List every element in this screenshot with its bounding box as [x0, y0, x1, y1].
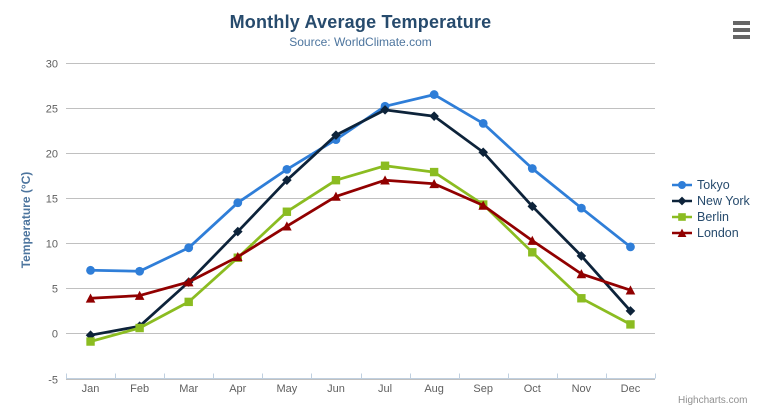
- point-london-Apr: [232, 252, 243, 262]
- legend-label: Tokyo: [697, 178, 730, 192]
- x-axis-labels: Jan Feb Mar Apr May Jun Jul Aug Sep Oct Nov Dec: [82, 383, 641, 395]
- legend-label: Berlin: [697, 210, 729, 224]
- point-new-york-Jul: [380, 105, 390, 115]
- svg-text:Oct: Oct: [524, 383, 541, 395]
- point-london-Dec: [625, 285, 636, 295]
- point-berlin-Mar: [184, 297, 193, 307]
- point-berlin-Oct: [528, 248, 537, 257]
- series-london[interactable]: [85, 175, 636, 303]
- point-berlin-Aug: [429, 167, 439, 177]
- chart-title: Monthly Average Temperature: [229, 12, 492, 32]
- series-tokyo[interactable]: [86, 90, 635, 276]
- svg-text:Jan: Jan: [82, 383, 100, 395]
- berlin-legend-marker-icon: [672, 213, 692, 221]
- new-york-legend-marker-icon: [672, 196, 692, 206]
- point-tokyo-Jan: [86, 265, 95, 275]
- svg-text:Dec: Dec: [621, 383, 641, 395]
- svg-text:0: 0: [52, 329, 58, 341]
- svg-text:Aug: Aug: [424, 383, 444, 395]
- point-london-May: [282, 221, 292, 231]
- svg-text:Nov: Nov: [572, 383, 592, 395]
- point-tokyo-May: [282, 164, 292, 174]
- legend: Tokyo New York Berlin London: [671, 177, 750, 241]
- point-london-Jan: [85, 293, 96, 303]
- svg-text:Jun: Jun: [327, 383, 345, 395]
- point-berlin-Jun: [331, 175, 341, 185]
- point-berlin-Dec: [626, 320, 635, 329]
- svg-text:30: 30: [46, 59, 58, 71]
- legend-item-tokyo[interactable]: Tokyo: [671, 177, 750, 193]
- point-berlin-Feb: [135, 323, 144, 333]
- legend-item-new-york[interactable]: New York: [671, 193, 750, 209]
- svg-text:Jul: Jul: [378, 383, 392, 395]
- hamburger-icon: [733, 21, 750, 25]
- point-london-Jul: [380, 175, 390, 185]
- point-new-york-May: [282, 175, 292, 185]
- legend-item-london[interactable]: London: [671, 225, 750, 241]
- chart-subtitle: Source: WorldClimate.com: [289, 35, 432, 49]
- point-new-york-Jun: [331, 130, 341, 140]
- svg-text:10: 10: [46, 239, 58, 251]
- svg-text:5: 5: [52, 284, 58, 296]
- point-london-Feb: [134, 290, 145, 300]
- y-axis-title: Temperature (°C): [19, 171, 33, 269]
- point-tokyo-Nov: [576, 203, 586, 213]
- hamburger-icon: [733, 35, 750, 39]
- svg-text:May: May: [276, 383, 297, 395]
- london-legend-marker-icon: [672, 228, 692, 237]
- point-tokyo-Mar: [184, 243, 194, 253]
- point-london-Aug: [429, 178, 439, 189]
- point-new-york-Aug: [429, 111, 439, 121]
- point-tokyo-Sep: [478, 118, 488, 128]
- point-new-york-Jan: [85, 330, 96, 341]
- svg-text:Apr: Apr: [229, 383, 246, 395]
- point-berlin-Jul: [380, 161, 390, 170]
- point-berlin-May: [282, 207, 292, 216]
- point-berlin-Jan: [86, 337, 95, 346]
- svg-text:Feb: Feb: [130, 383, 149, 395]
- point-new-york-Sep: [478, 147, 489, 158]
- hamburger-icon: [733, 28, 750, 32]
- series-berlin[interactable]: [86, 161, 635, 346]
- point-london-Oct: [527, 235, 538, 245]
- svg-text:25: 25: [46, 104, 58, 116]
- svg-text:Mar: Mar: [179, 383, 198, 395]
- point-london-Nov: [576, 269, 587, 279]
- y-axis-labels: -5 0 5 10 15 20 25 30: [46, 59, 58, 387]
- export-menu-button[interactable]: [731, 18, 752, 42]
- svg-text:Sep: Sep: [473, 383, 493, 395]
- x-axis: [66, 373, 656, 379]
- point-tokyo-Dec: [626, 242, 635, 252]
- svg-text:15: 15: [46, 194, 58, 206]
- legend-label: New York: [697, 194, 750, 208]
- point-london-Mar: [183, 277, 194, 287]
- point-new-york-Apr: [232, 226, 243, 237]
- svg-text:-5: -5: [48, 375, 58, 387]
- point-tokyo-Aug: [429, 90, 439, 99]
- point-london-Jun: [331, 191, 341, 201]
- point-tokyo-Feb: [135, 266, 145, 276]
- point-london-Sep: [478, 200, 489, 210]
- point-new-york-Nov: [576, 251, 587, 261]
- svg-text:20: 20: [46, 149, 58, 161]
- point-new-york-Dec: [625, 306, 636, 316]
- credits-link[interactable]: Highcharts.com: [678, 395, 748, 406]
- legend-label: London: [697, 226, 739, 240]
- legend-item-berlin[interactable]: Berlin: [671, 209, 750, 225]
- y-gridlines: [66, 63, 655, 380]
- tokyo-legend-marker-icon: [672, 181, 692, 189]
- point-tokyo-Oct: [527, 164, 537, 173]
- point-new-york-Oct: [527, 201, 538, 212]
- point-tokyo-Apr: [233, 198, 243, 208]
- series-new-york[interactable]: [85, 105, 636, 341]
- point-berlin-Nov: [577, 294, 586, 303]
